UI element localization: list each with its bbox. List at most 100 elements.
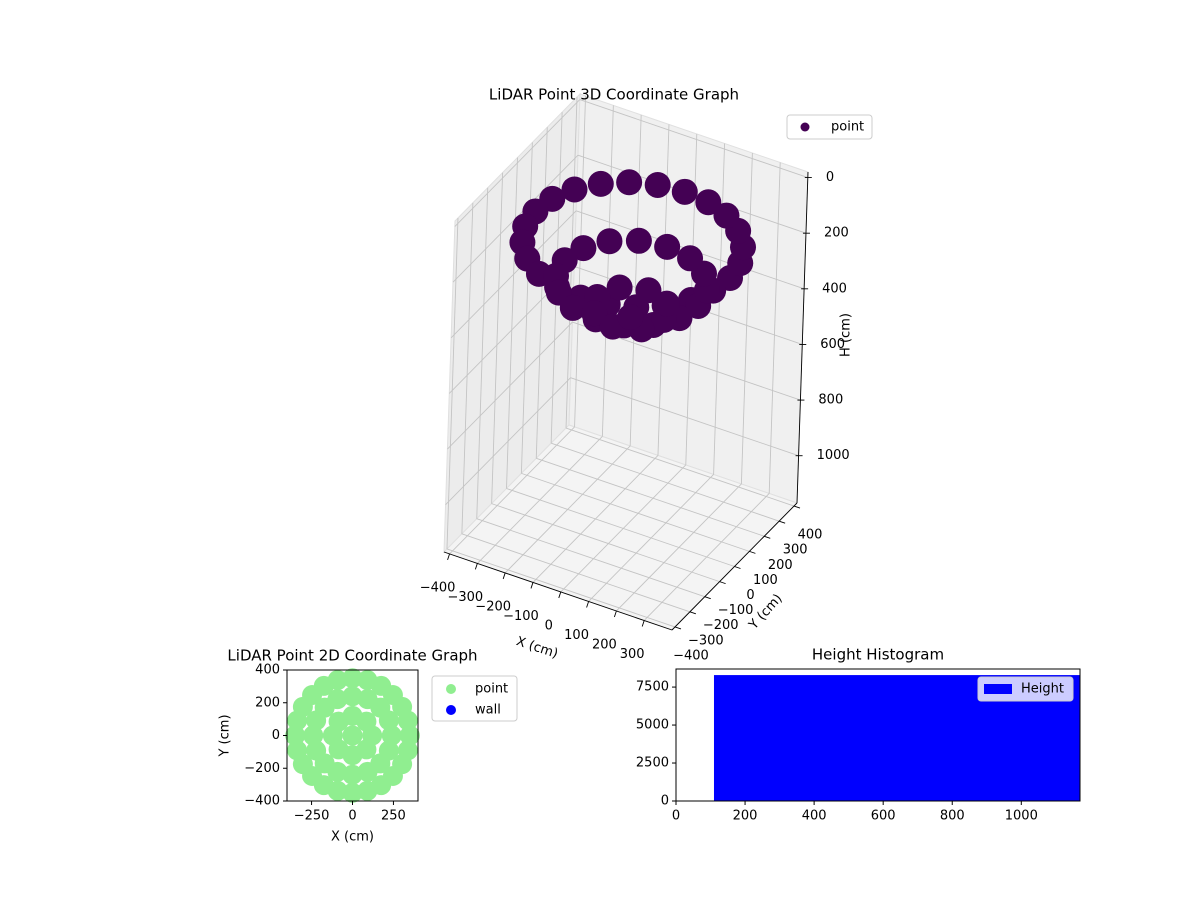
z-tick-label: 1000 [817, 448, 850, 463]
point [378, 740, 399, 761]
point [635, 277, 662, 304]
y-tick-label: 400 [255, 663, 280, 678]
grid-line [491, 503, 720, 583]
point [671, 178, 698, 205]
grid-line [570, 377, 799, 457]
grid-line [535, 127, 548, 459]
point [559, 294, 586, 321]
point [399, 725, 420, 746]
point [327, 780, 348, 801]
tick-mark [558, 591, 562, 599]
y-tick-label: −200 [703, 618, 739, 633]
plot-frame [675, 668, 1081, 802]
legend-label: Height [1021, 682, 1064, 697]
axis-label: Y (cm) [218, 714, 233, 757]
y-tick-label: 0 [746, 588, 754, 603]
tick-mark [530, 582, 534, 589]
axis-label: X (cm) [514, 634, 560, 662]
tick-mark [474, 563, 478, 570]
grid-line [565, 427, 795, 507]
x-tick-label: 250 [381, 809, 406, 824]
grid-line [601, 105, 614, 437]
grid-line [520, 142, 533, 474]
chart-title: LiDAR Point 2D Coordinate Graph [227, 647, 477, 665]
grid-line [536, 457, 765, 537]
grid-line [713, 143, 726, 475]
grid-line [550, 442, 780, 522]
x-tick-label: 0 [545, 618, 553, 633]
point [303, 725, 324, 746]
y-axis-line [671, 502, 798, 631]
grid-line [506, 157, 518, 489]
tick-mark [749, 550, 756, 554]
y-tick-label: −300 [688, 633, 724, 648]
grid-line [446, 548, 676, 628]
x-tick-label: 300 [620, 647, 645, 662]
x-axis-line [443, 551, 673, 631]
x-tick-label: −400 [420, 580, 456, 595]
axis-label: X (cm) [331, 830, 374, 845]
x-tick-label: −100 [503, 609, 539, 624]
x-tick-label: 200 [733, 809, 758, 824]
grid-line [629, 114, 642, 446]
point [357, 670, 378, 691]
tick-mark [793, 505, 801, 509]
point [285, 725, 306, 746]
point [616, 169, 643, 196]
point [677, 245, 704, 272]
y-tick-label: 200 [768, 558, 793, 573]
tick-mark [641, 620, 645, 627]
grid-line [445, 377, 571, 506]
legend-label: point [831, 120, 864, 135]
point [342, 782, 363, 803]
tick-mark [779, 520, 786, 524]
legend-marker [984, 684, 1012, 694]
point [381, 725, 402, 746]
y-tick-label: −400 [673, 648, 709, 663]
point [625, 227, 652, 254]
point [342, 686, 363, 707]
axis-label: H (cm) [839, 313, 854, 357]
point [356, 739, 377, 760]
tick-mark [447, 553, 450, 561]
point [357, 689, 378, 710]
point [713, 202, 740, 229]
z-tick-label: 600 [820, 337, 845, 352]
grid-line [450, 210, 577, 339]
point [397, 740, 418, 761]
tick-mark [613, 610, 617, 618]
point [342, 764, 363, 785]
z-tick-label: 200 [824, 226, 849, 241]
x-tick-label: 800 [940, 809, 965, 824]
point [606, 274, 633, 301]
z-tick-label: 0 [826, 170, 834, 185]
x-tick-label: −300 [448, 590, 484, 605]
z-tick-label: 800 [818, 393, 843, 408]
y-tick-label: 400 [798, 528, 823, 543]
tick-mark [719, 581, 726, 585]
grid-line [446, 217, 459, 549]
grid-line [461, 533, 691, 613]
x-tick-label: 0 [672, 809, 680, 824]
grid-line [447, 321, 573, 450]
point [695, 189, 722, 216]
point [653, 290, 680, 317]
legend-label: wall [475, 703, 501, 718]
x-tick-label: 100 [564, 628, 589, 643]
grid-line [579, 99, 808, 178]
x-tick-label: −250 [294, 809, 330, 824]
tick-mark [734, 566, 741, 569]
x-tick-label: −200 [475, 599, 511, 614]
point [342, 668, 363, 689]
y-tick-label: 0 [661, 794, 669, 809]
legend-label: point [475, 682, 508, 697]
tick-mark [502, 572, 506, 580]
chart-title: LiDAR Point 3D Coordinate Graph [489, 86, 739, 104]
y-tick-label: −400 [244, 794, 280, 809]
y-tick-label: 2500 [636, 756, 669, 771]
y-tick-label: 0 [272, 728, 280, 743]
grid-line [768, 162, 781, 494]
chart-title: Height Histogram [812, 646, 944, 664]
legend-marker [446, 705, 456, 715]
